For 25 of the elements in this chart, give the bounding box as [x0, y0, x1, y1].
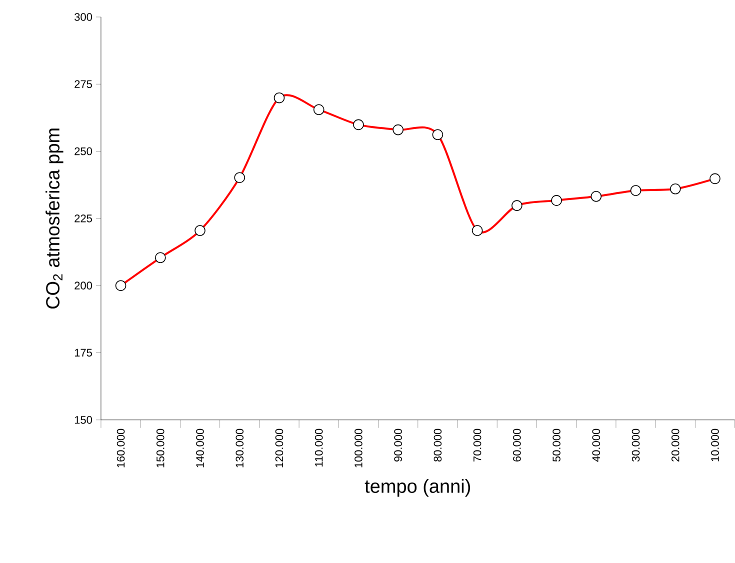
x-axis-title: tempo (anni) — [364, 479, 470, 497]
x-tick-label: 120.000 — [275, 428, 284, 468]
x-tick-label: 160.000 — [116, 428, 125, 468]
x-tick-label: 70.000 — [473, 428, 482, 462]
y-tick-label: 175 — [74, 348, 92, 357]
x-tick-label: 100.000 — [354, 428, 362, 468]
y-tick-label: 150 — [74, 416, 92, 424]
x-tick-label: 150.000 — [156, 428, 164, 468]
x-tick-label: 50.000 — [552, 428, 560, 462]
x-tick-label: 40.000 — [592, 428, 600, 462]
x-tick-label: 60.000 — [513, 428, 521, 462]
x-tick-label: 30.000 — [632, 428, 640, 462]
y-tick-label: 300 — [74, 13, 92, 21]
y-tick-label: 275 — [74, 80, 92, 88]
y-tick-label: 250 — [74, 147, 92, 156]
x-tick-label: 20.000 — [671, 428, 680, 462]
y-tick-label: 200 — [74, 282, 92, 290]
x-tick-label: 130.000 — [236, 428, 244, 468]
x-tick-label: 140.000 — [196, 428, 204, 468]
x-tick-label: 110.000 — [314, 428, 323, 467]
y-axis-title: CO$_{2}$ atmosferica ppm — [46, 128, 64, 309]
x-tick-label: 90.000 — [394, 428, 402, 462]
x-tick-label: 80.000 — [434, 428, 442, 462]
y-tick-label: 225 — [74, 214, 92, 222]
x-tick-label: 10.000 — [711, 428, 719, 462]
